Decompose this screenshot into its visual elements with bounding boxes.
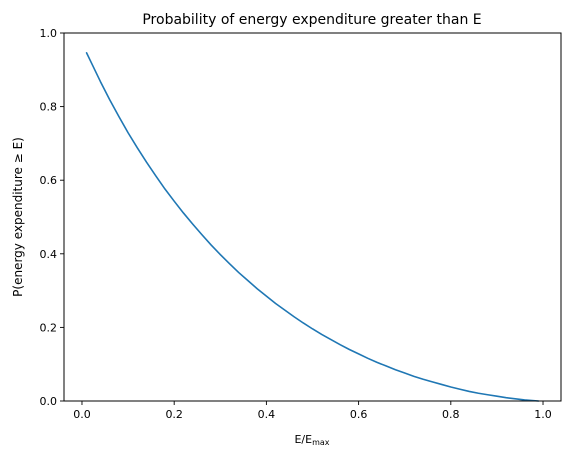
y-axis-ticks: 0.0 0.2 0.4 0.6 0.8 1.0 — [40, 27, 64, 408]
y-tick-label: 0.6 — [40, 174, 58, 187]
plot-frame — [63, 32, 562, 402]
y-tick-label: 0.0 — [40, 395, 58, 408]
x-tick-label: 1.0 — [534, 408, 552, 421]
x-tick-label: 0.8 — [442, 408, 460, 421]
x-tick-label: 0.0 — [73, 408, 91, 421]
x-tick-label: 0.6 — [350, 408, 368, 421]
x-axis-ticks: 0.0 0.2 0.4 0.6 0.8 1.0 — [73, 401, 552, 421]
x-axis-label-main: E/E — [294, 433, 312, 446]
x-axis-label: E/Emax — [294, 433, 329, 447]
series-line-0 — [85, 52, 540, 402]
y-tick-label: 1.0 — [40, 27, 58, 40]
x-axis-label-subscript: max — [312, 438, 330, 447]
y-tick-label: 0.4 — [40, 248, 58, 261]
chart-title: Probability of energy expenditure greate… — [142, 12, 481, 28]
y-axis-label: P(energy expenditure ≥ E) — [11, 137, 25, 297]
y-tick-label: 0.2 — [40, 321, 58, 334]
x-tick-label: 0.2 — [165, 408, 183, 421]
plot-area — [85, 52, 540, 402]
x-tick-label: 0.4 — [258, 408, 276, 421]
y-tick-label: 0.8 — [40, 101, 58, 114]
